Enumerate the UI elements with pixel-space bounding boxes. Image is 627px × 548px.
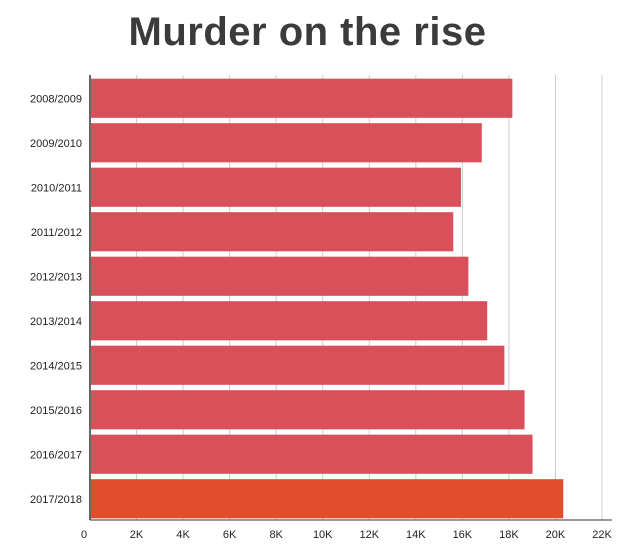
- x-tick-label: 14K: [406, 529, 426, 541]
- bars: [91, 78, 564, 519]
- x-tick-label: 12K: [359, 529, 379, 541]
- x-tick-label: 22K: [592, 529, 612, 541]
- x-tick-label: 4K: [176, 529, 190, 541]
- x-tick-label: 6K: [223, 529, 237, 541]
- category-label: 2008/2009: [30, 93, 82, 105]
- chart-title: Murder on the rise: [128, 10, 487, 54]
- x-tick-label: 2K: [130, 529, 144, 541]
- x-tick-label: 20K: [546, 529, 566, 541]
- bar: [91, 256, 469, 296]
- x-tick-label: 0: [81, 529, 87, 541]
- category-label: 2010/2011: [31, 182, 82, 194]
- category-label: 2015/2016: [30, 405, 82, 417]
- category-label: 2016/2017: [30, 449, 82, 461]
- category-label: 2011/2012: [31, 227, 82, 239]
- category-label: 2014/2015: [30, 360, 82, 372]
- category-label: 2009/2010: [30, 138, 82, 150]
- bar: [91, 167, 461, 207]
- category-label: 2012/2013: [30, 271, 82, 283]
- bar: [91, 301, 488, 341]
- bar: [91, 479, 564, 519]
- bar: [91, 78, 513, 118]
- bar: [91, 123, 482, 163]
- bar: [91, 212, 454, 252]
- x-tick-label: 8K: [269, 529, 283, 541]
- bar: [91, 345, 505, 385]
- category-label: 2017/2018: [30, 494, 82, 506]
- labels: 0 2K 4K 6K 8K 10K 12K 14K 16K 18K 20K 22K 2008/2009 2…: [30, 93, 612, 541]
- category-label: 2013/2014: [30, 316, 82, 328]
- x-tick-label: 10K: [313, 529, 333, 541]
- bar: [91, 390, 525, 430]
- x-tick-label: 16K: [453, 529, 473, 541]
- bar: [91, 434, 533, 474]
- axes: [89, 75, 612, 521]
- x-tick-label: 18K: [499, 529, 519, 541]
